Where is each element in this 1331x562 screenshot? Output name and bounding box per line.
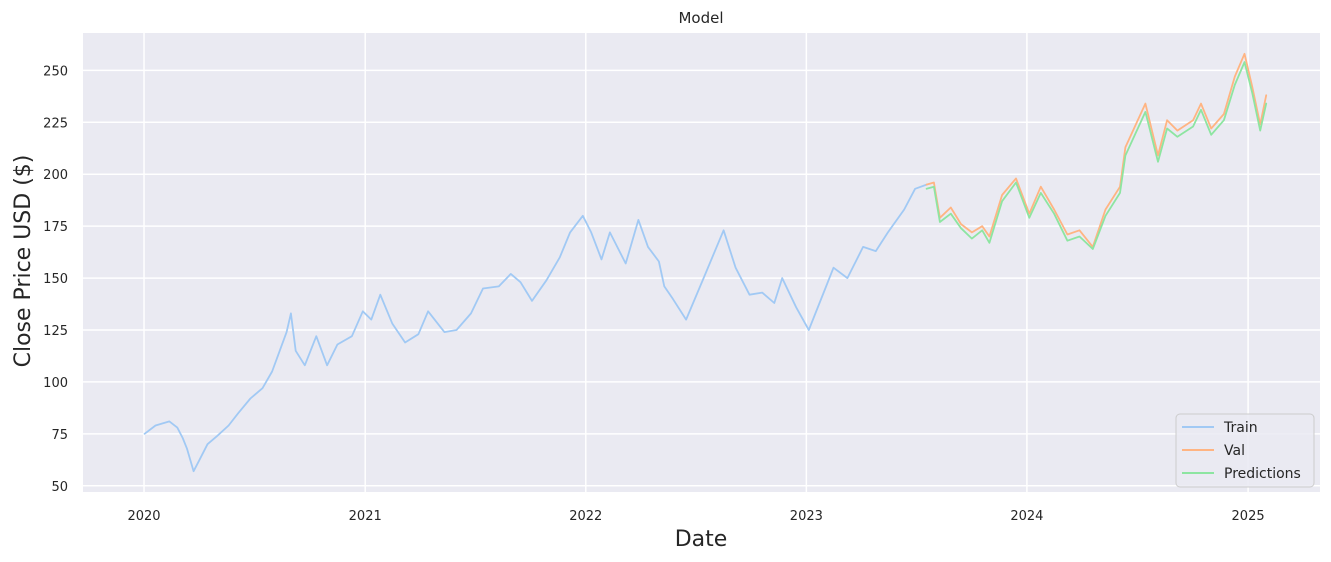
series-line-predictions xyxy=(925,61,1268,250)
y-axis-label: Close Price USD ($) xyxy=(11,155,36,368)
legend-label: Val xyxy=(1224,443,1245,459)
y-tick-label: 200 xyxy=(43,168,68,183)
x-tick-label: 2021 xyxy=(349,509,382,524)
grid xyxy=(83,33,1320,492)
chart-title: Model xyxy=(678,9,723,27)
y-tick-label: 175 xyxy=(43,220,68,235)
y-axis-ticks: 50 75 100 125 150 175 200 225 250 xyxy=(43,64,68,494)
x-tick-label: 2022 xyxy=(569,509,602,524)
x-tick-label: 2020 xyxy=(127,509,160,524)
legend-label: Predictions xyxy=(1224,466,1301,482)
legend-label: Train xyxy=(1223,420,1258,436)
x-axis-ticks: 2020 2021 2022 2023 2024 2025 xyxy=(127,509,1264,524)
y-tick-label: 100 xyxy=(43,376,68,391)
x-tick-label: 2023 xyxy=(790,509,823,524)
series-lines xyxy=(143,52,1268,473)
y-tick-label: 75 xyxy=(51,428,68,443)
y-tick-label: 125 xyxy=(43,324,68,339)
series-line-train xyxy=(143,183,928,473)
legend-box xyxy=(1175,413,1315,488)
y-tick-label: 225 xyxy=(43,116,68,131)
x-tick-label: 2025 xyxy=(1232,509,1265,524)
legend: Train Val Predictions xyxy=(1175,413,1315,488)
x-tick-label: 2024 xyxy=(1010,509,1043,524)
x-axis-label: Date xyxy=(675,527,728,552)
y-tick-label: 150 xyxy=(43,272,68,287)
series-line-val xyxy=(925,52,1268,248)
y-tick-label: 50 xyxy=(51,480,68,495)
y-tick-label: 250 xyxy=(43,64,68,79)
plot-area xyxy=(83,33,1320,492)
